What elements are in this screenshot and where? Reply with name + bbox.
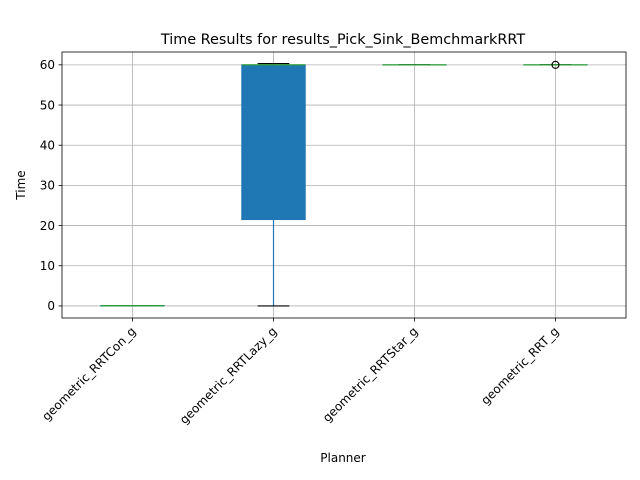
box-group (523, 60, 588, 69)
y-tick-label: 30 (40, 179, 55, 193)
y-tick-label: 60 (40, 58, 55, 72)
y-tick-label: 50 (40, 98, 55, 112)
y-tick-label: 40 (40, 139, 55, 153)
y-tick-label: 10 (40, 259, 55, 273)
box-group (241, 63, 306, 307)
x-axis-label: Planner (320, 451, 366, 465)
y-axis-label: Time (14, 170, 28, 200)
box-body (241, 64, 306, 221)
y-tick-label: 20 (40, 219, 55, 233)
boxes (100, 60, 588, 307)
grid-lines (62, 52, 626, 318)
y-ticks: 0 10 20 30 40 50 60 (40, 58, 62, 313)
plot-frame (61, 51, 627, 319)
outlier-point (551, 60, 560, 69)
y-tick-label: 0 (47, 299, 55, 313)
chart-title: Time Results for results_Pick_Sink_Bemch… (160, 32, 525, 48)
